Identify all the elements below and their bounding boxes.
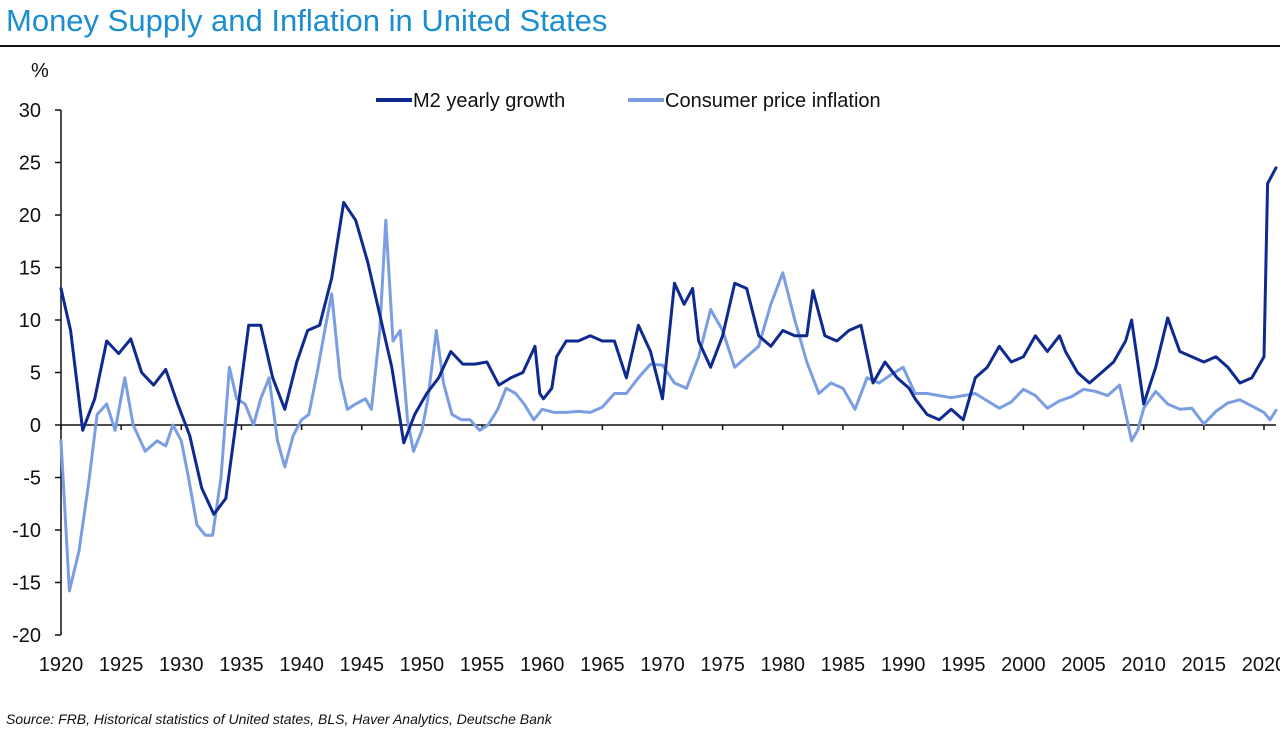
legend-label-m2-yearly-growth: M2 yearly growth	[413, 90, 565, 112]
y-axis-unit-label: %	[31, 60, 49, 82]
y-tick-label: 25	[19, 153, 41, 175]
x-tick-label: 2020	[1242, 654, 1280, 676]
legend: M2 yearly growth Consumer price inflation	[376, 90, 881, 112]
x-tick-label: 2010	[1121, 654, 1166, 676]
y-tick-label: -10	[12, 520, 41, 542]
legend-label-consumer-price-inflation: Consumer price inflation	[665, 90, 881, 112]
x-tick-label: 1940	[279, 654, 324, 676]
x-axis-ticks: 1920 1925 1930 1935 1940 1945 1950 1955 1960 1965…	[39, 425, 1280, 676]
y-tick-label: -5	[23, 468, 41, 490]
x-tick-label: 1925	[99, 654, 144, 676]
x-tick-label: 1985	[821, 654, 866, 676]
x-tick-label: 1950	[400, 654, 445, 676]
y-tick-label: -15	[12, 573, 41, 595]
y-tick-label: 10	[19, 310, 41, 332]
y-tick-label: 5	[30, 363, 41, 385]
series-line-m2-yearly-growth	[59, 166, 1278, 516]
y-axis-ticks: 30 25 20 15 10 5 0 -5 -10 -15 -20	[12, 100, 61, 647]
x-tick-label: 1980	[761, 654, 806, 676]
x-tick-label: 1975	[700, 654, 745, 676]
y-tick-label: 30	[19, 100, 41, 122]
x-tick-label: 1935	[219, 654, 264, 676]
y-tick-label: -20	[12, 625, 41, 647]
x-tick-label: 1970	[640, 654, 685, 676]
x-tick-label: 1965	[580, 654, 625, 676]
x-tick-label: 1930	[159, 654, 204, 676]
y-tick-label: 15	[19, 258, 41, 280]
series-line-consumer-price-inflation	[59, 218, 1278, 593]
x-tick-label: 1995	[941, 654, 986, 676]
chart-title: Money Supply and Inflation in United Sta…	[6, 3, 608, 38]
series-lines	[59, 166, 1278, 593]
x-tick-label: 1990	[881, 654, 926, 676]
y-tick-label: 0	[30, 415, 41, 437]
x-tick-label: 1955	[460, 654, 505, 676]
x-tick-label: 1920	[39, 654, 84, 676]
x-tick-label: 2015	[1182, 654, 1227, 676]
x-tick-label: 2005	[1061, 654, 1106, 676]
title-rule	[0, 45, 1280, 47]
x-tick-label: 1945	[339, 654, 384, 676]
y-tick-label: 20	[19, 205, 41, 227]
x-tick-label: 2000	[1001, 654, 1046, 676]
x-tick-label: 1960	[520, 654, 565, 676]
source-note: Source: FRB, Historical statistics of Un…	[6, 711, 552, 727]
